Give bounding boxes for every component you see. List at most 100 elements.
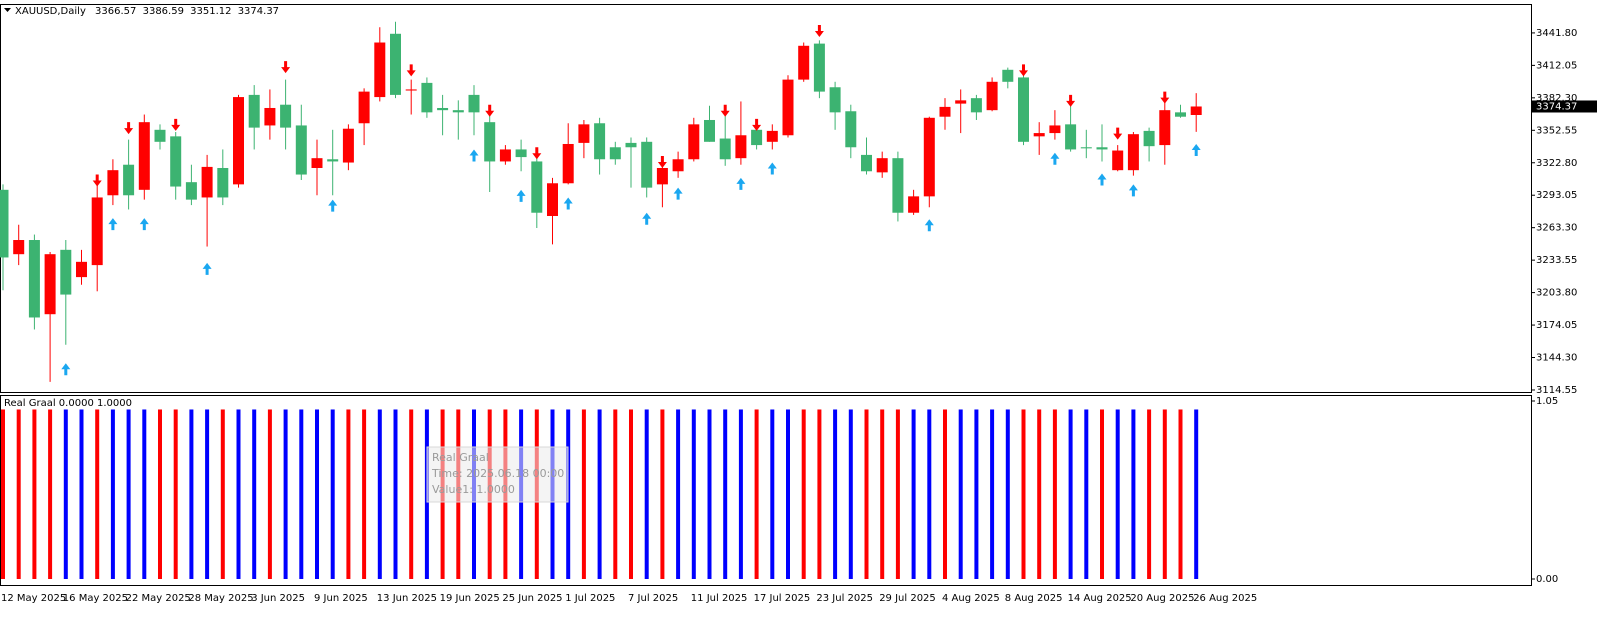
candle-body [405,89,417,91]
sell-arrow [1160,91,1170,104]
sell-arrow [1113,127,1123,140]
x-tick-label: 9 Jun 2025 [314,593,368,604]
bar [786,409,790,579]
bar [346,409,351,579]
candle-body [201,166,213,198]
tooltip-time: Time: 2025.06.18 00:00 [431,467,564,480]
bar [613,409,618,579]
candle-body [829,87,841,113]
y-tick-label: 3233.55 [1536,255,1577,266]
candle-body [594,123,606,160]
sell-arrow [814,25,824,38]
candle-body [185,182,197,200]
sell-arrow [720,104,730,117]
y-tick-label: 3203.80 [1536,288,1577,299]
bar [32,409,37,579]
last-low: 3351.12 [190,6,231,17]
bar [801,409,806,579]
bar [158,409,162,579]
bar [267,409,272,579]
bar [283,409,288,579]
indicator-label: Real Graal 0.0000 1.0000 [4,398,132,409]
buy-arrow [563,197,573,210]
sell-arrow [1066,94,1076,107]
candle-body [233,97,244,185]
candle-body [138,122,150,190]
buy-arrow [767,162,777,175]
buy-arrow [108,218,118,231]
x-tick-label: 23 Jul 2025 [816,593,873,604]
bar [597,409,602,579]
candle-body [531,161,543,213]
candle-body [44,254,56,315]
bar [629,409,633,579]
bar [927,409,932,579]
bar [1100,409,1104,579]
candle-body [499,149,511,162]
y-tick-label: 3382.30 [1536,93,1577,104]
bar [864,409,869,579]
buy-arrow [924,219,934,232]
x-tick-label: 17 Jul 2025 [754,593,811,604]
bar [299,409,304,579]
candle-body [735,135,747,159]
sell-arrow [657,155,667,168]
candle-body [547,183,558,217]
y-tick-label: 3412.05 [1536,60,1577,71]
bar [1005,409,1010,579]
bar [236,409,241,579]
bar [1115,409,1120,579]
candle-body [452,110,464,113]
bar [1194,409,1199,579]
buy-arrow [516,189,526,202]
x-tick-label: 26 Aug 2025 [1193,593,1257,604]
y-tick-label: 3293.05 [1536,190,1577,201]
candle-body [751,129,763,146]
bar [393,409,398,579]
candle-body [1143,130,1155,147]
tooltip-value: Value1: 1.0000 [432,483,515,496]
y-tick-label: 3352.55 [1536,125,1577,136]
candle-body [704,119,715,142]
x-tick-label: 29 Jul 2025 [879,593,936,604]
bar [770,409,775,579]
candle-body [892,158,904,213]
bar [142,409,147,579]
x-tick-label: 14 Aug 2025 [1068,593,1132,604]
last-high: 3386.59 [143,6,184,17]
bar [126,409,131,579]
sell-arrow [281,61,291,74]
bar [707,409,712,579]
bar [205,409,210,579]
symbol: XAUUSD,Daily [15,6,86,17]
bar [990,409,995,579]
candle-body [248,94,260,128]
bar [974,409,979,579]
candle-body [154,129,166,142]
candle-body [484,122,496,162]
bar [911,409,916,579]
x-tick-label: 28 May 2025 [188,593,253,604]
buy-arrow [202,262,212,275]
sell-arrow [171,118,181,131]
bar [817,409,822,579]
candle-body [641,141,653,188]
candle-body [813,43,825,92]
bar [252,409,257,579]
bar [1037,409,1042,579]
candle-body [342,128,354,163]
candle-body [782,79,794,136]
bar [16,409,21,579]
bar [880,409,885,579]
bar [377,409,382,579]
bar [1162,409,1167,579]
menu-triangle [4,8,11,12]
bar [958,409,963,579]
y-tick-label: 3144.30 [1536,353,1577,364]
candle-body [1080,147,1092,149]
candle-body [1049,125,1061,134]
candle-body [986,81,998,111]
y-tick-label: 0.00 [1536,574,1558,585]
y-tick-label: 3441.80 [1536,28,1577,39]
x-tick-label: 20 Aug 2025 [1130,593,1194,604]
